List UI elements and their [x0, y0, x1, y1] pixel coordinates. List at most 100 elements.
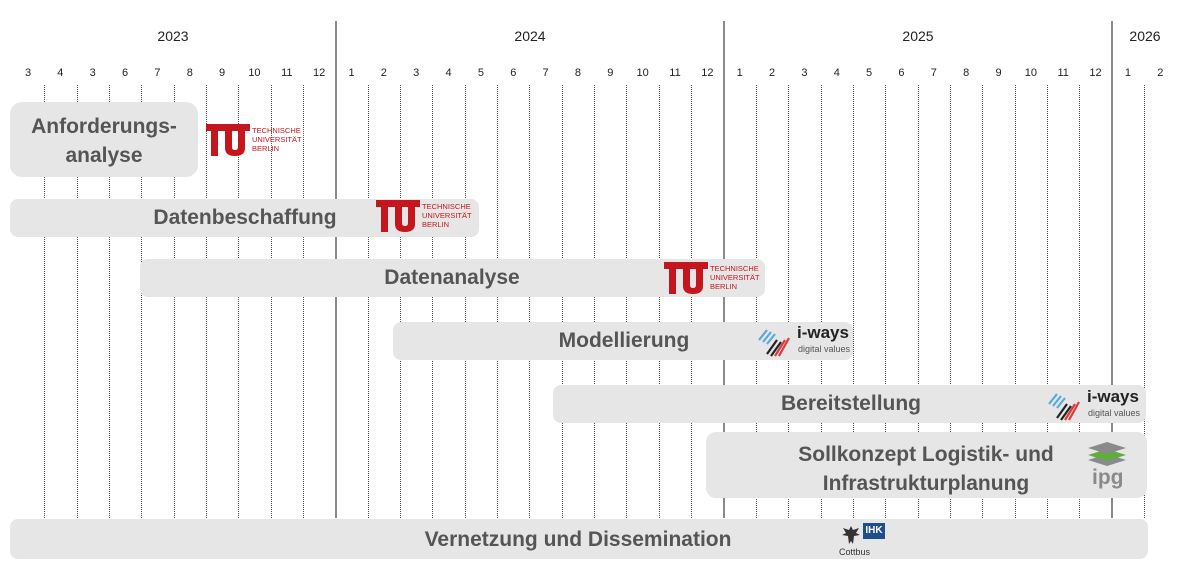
i-ways-stripes-icon — [758, 329, 790, 357]
month-gridline — [659, 85, 660, 518]
month-label: 5 — [866, 67, 873, 79]
month-gridline — [141, 85, 142, 518]
month-gridline — [368, 85, 369, 518]
month-label: 9 — [219, 67, 226, 79]
task-label-sollkonzept-line1: Sollkonzept Logistik- und — [798, 443, 1054, 466]
year-separator-2026 — [1111, 21, 1113, 518]
tu-berlin-emblem-icon — [206, 124, 250, 156]
tu-berlin-logo-line2: UNIVERSITÄT — [710, 273, 760, 282]
i-ways-logo: i-ways digital values — [757, 322, 857, 358]
tu-berlin-logo-line2: UNIVERSITÄT — [422, 211, 472, 220]
month-label: 2 — [1157, 67, 1164, 79]
month-label: 10 — [1024, 67, 1037, 79]
i-ways-logo: i-ways digital values — [1047, 386, 1147, 422]
year-2023: 2023 — [157, 28, 189, 44]
tu-berlin-logo: TECHNISCHE UNIVERSITÄT BERLIN — [376, 200, 476, 234]
month-gridline — [756, 85, 757, 518]
tu-berlin-logo-line1: TECHNISCHE — [710, 264, 759, 273]
month-gridline — [238, 85, 239, 518]
month-label: 12 — [313, 67, 326, 79]
month-label: 8 — [574, 67, 581, 79]
month-label: 7 — [542, 67, 549, 79]
month-gridline — [594, 85, 595, 518]
month-label: 4 — [57, 67, 64, 79]
tu-berlin-logo-line3: BERLIN — [422, 220, 450, 229]
tu-berlin-logo-line2: UNIVERSITÄT — [252, 135, 302, 144]
month-gridline — [465, 85, 466, 518]
month-label: 5 — [477, 67, 484, 79]
month-gridline — [400, 85, 401, 518]
ipg-layers-icon — [1088, 442, 1126, 466]
month-gridline — [691, 85, 692, 518]
task-label-vernetzung: Vernetzung und Dissemination — [424, 528, 732, 551]
month-gridline — [1079, 85, 1080, 518]
tu-berlin-logo-line3: BERLIN — [710, 282, 738, 291]
tu-berlin-logo-line1: TECHNISCHE — [422, 202, 471, 211]
month-label: 3 — [24, 67, 32, 79]
task-label-datenanalyse: Datenanalyse — [384, 266, 520, 289]
month-gridline — [885, 85, 886, 518]
year-2025: 2025 — [902, 28, 934, 44]
month-label: 8 — [186, 67, 193, 79]
i-ways-tagline: digital values — [798, 344, 851, 354]
month-gridline — [529, 85, 530, 518]
month-label: 11 — [281, 67, 293, 79]
i-ways-name: i-ways — [1087, 387, 1139, 406]
month-label: 12 — [1089, 67, 1102, 79]
tu-berlin-emblem-icon — [376, 200, 420, 232]
month-label: 1 — [348, 67, 355, 79]
i-ways-name: i-ways — [797, 323, 849, 342]
month-label: 6 — [121, 67, 129, 79]
month-gridline — [303, 85, 304, 518]
task-bar-vernetzung — [10, 519, 1148, 559]
month-gridline — [432, 85, 433, 518]
month-label: 4 — [833, 67, 840, 79]
month-label: 6 — [510, 67, 517, 79]
ihk-city: Cottbus — [839, 547, 871, 557]
i-ways-tagline: digital values — [1088, 408, 1141, 418]
year-2026: 2026 — [1129, 28, 1161, 44]
i-ways-stripes-icon — [1048, 393, 1080, 421]
month-gridline — [982, 85, 983, 518]
month-gridline — [206, 85, 207, 518]
ihk-cottbus-logo: IHK Cottbus — [838, 522, 888, 558]
month-gridline — [1144, 85, 1145, 518]
ipg-name: ipg — [1092, 466, 1124, 489]
month-label: 1 — [1124, 67, 1131, 79]
task-bar-datenanalyse — [140, 259, 765, 297]
month-gridline — [853, 85, 854, 518]
month-label: 8 — [963, 67, 970, 79]
month-label: 11 — [669, 67, 681, 79]
task-label-datenbeschaffung: Datenbeschaffung — [153, 206, 337, 229]
task-label-anforderungsanalyse-line1: Anforderungs- — [31, 115, 177, 138]
month-gridline — [788, 85, 789, 518]
month-label: 9 — [995, 67, 1002, 79]
month-label: 12 — [701, 67, 714, 79]
month-gridline — [821, 85, 822, 518]
year-2024: 2024 — [514, 28, 546, 44]
month-gridline — [44, 85, 45, 518]
month-label: 7 — [930, 67, 937, 79]
month-label: 2 — [380, 67, 387, 79]
task-label-modellierung: Modellierung — [558, 329, 690, 352]
month-label: 3 — [801, 67, 808, 79]
month-label: 3 — [89, 67, 96, 79]
task-label-bereitstellung: Bereitstellung — [780, 392, 922, 415]
month-gridline — [918, 85, 919, 518]
eagle-emblem-icon — [842, 526, 860, 544]
month-label: 11 — [1057, 67, 1069, 79]
month-gridline — [497, 85, 498, 518]
month-label: 6 — [898, 67, 905, 79]
ihk-badge: IHK — [863, 523, 885, 539]
tu-berlin-emblem-icon — [664, 262, 708, 294]
task-label-anforderungsanalyse-line2: analyse — [65, 144, 143, 167]
task-bar-anforderungsanalyse — [10, 102, 198, 177]
month-gridline — [271, 85, 272, 518]
month-gridline — [174, 85, 175, 518]
task-bar-sollkonzept — [706, 432, 1147, 498]
month-label: 10 — [636, 67, 649, 79]
tu-berlin-logo-line1: TECHNISCHE — [252, 126, 301, 135]
ipg-logo: ipg — [1086, 440, 1130, 494]
tu-berlin-logo-line3: BERLIN — [252, 144, 280, 153]
month-gridline — [1015, 85, 1016, 518]
